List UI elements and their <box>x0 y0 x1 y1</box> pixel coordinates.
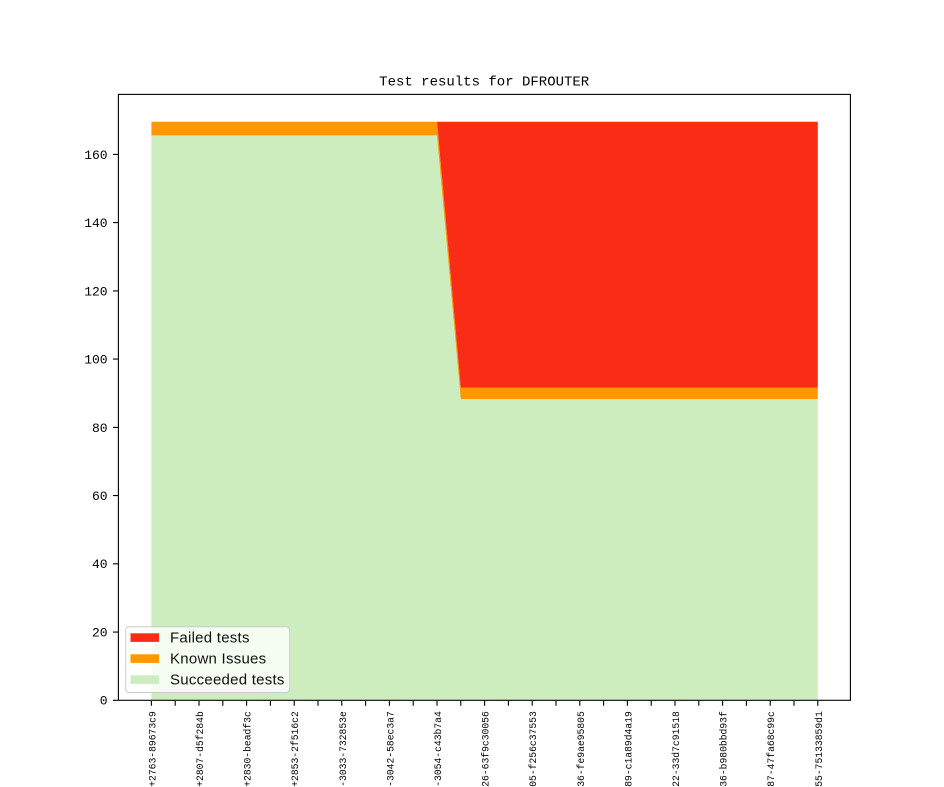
svg-text:89-c1a89d4a19: 89-c1a89d4a19 <box>623 711 634 787</box>
svg-text:+2830-beadf3c: +2830-beadf3c <box>243 711 254 787</box>
svg-text:22-33d7c91518: 22-33d7c91518 <box>671 711 682 787</box>
svg-text:-3054-c43b7a4: -3054-c43b7a4 <box>433 711 444 787</box>
svg-text:80: 80 <box>92 421 108 436</box>
svg-text:+2763-89673c9: +2763-89673c9 <box>147 711 158 787</box>
svg-text:0: 0 <box>100 694 108 709</box>
svg-text:20: 20 <box>92 626 108 641</box>
svg-text:Test results for DFROUTER: Test results for DFROUTER <box>379 75 590 91</box>
svg-text:36-b980bbd93f: 36-b980bbd93f <box>719 711 730 787</box>
svg-text:100: 100 <box>84 353 107 368</box>
svg-text:-3042-58ec3a7: -3042-58ec3a7 <box>385 711 396 787</box>
svg-text:140: 140 <box>84 216 107 231</box>
svg-text:160: 160 <box>84 148 107 163</box>
svg-text:Succeeded tests: Succeeded tests <box>170 672 285 689</box>
svg-text:120: 120 <box>84 284 107 299</box>
svg-text:40: 40 <box>92 557 108 572</box>
svg-text:687-47fa68c99c: 687-47fa68c99c <box>766 711 777 787</box>
svg-text:-3033-732853e: -3033-732853e <box>338 711 349 787</box>
svg-text:36-fe9ae95805: 36-fe9ae95805 <box>576 711 587 787</box>
svg-text:60: 60 <box>92 489 108 504</box>
svg-text:26-63f9c30056: 26-63f9c30056 <box>481 711 492 787</box>
svg-text:+2807-d5f284b: +2807-d5f284b <box>195 711 206 787</box>
svg-text:Known Issues: Known Issues <box>170 651 266 668</box>
svg-text:Failed tests: Failed tests <box>170 630 250 647</box>
svg-text:05-f256c37553: 05-f256c37553 <box>528 711 539 787</box>
svg-text:55-75133859d1: 55-75133859d1 <box>814 711 825 787</box>
svg-text:+2853-2f516c2: +2853-2f516c2 <box>290 711 301 787</box>
